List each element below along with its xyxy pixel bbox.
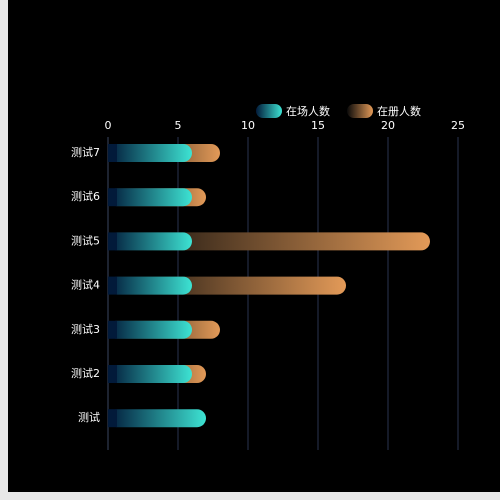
x-tick-label: 15	[311, 119, 325, 132]
legend-swatch-1[interactable]	[256, 104, 282, 118]
bar-left-cap	[108, 144, 117, 162]
legend-label-2[interactable]: 在册人数	[377, 105, 421, 118]
bar-left-cap	[108, 365, 117, 383]
x-tick-label: 25	[451, 119, 465, 132]
category-label-3: 测试3	[71, 323, 100, 336]
bar-left-cap	[108, 232, 117, 251]
bar-present-7[interactable]	[108, 144, 192, 162]
bar-left-cap	[108, 276, 117, 295]
x-tick-label: 0	[105, 119, 112, 132]
category-labels: 测试 测试2 测试3 测试4 测试5 测试6 测试7	[71, 146, 100, 424]
category-label-6: 测试6	[71, 190, 100, 203]
category-label-4: 测试4	[71, 279, 100, 292]
bar-present-3[interactable]	[108, 320, 192, 339]
category-label-2: 测试2	[71, 367, 100, 380]
bar-present-5[interactable]	[108, 232, 192, 251]
bar-present-4[interactable]	[108, 276, 192, 295]
bar-left-cap	[108, 188, 117, 207]
x-axis-ticks: 0 5 10 15 20 25	[105, 119, 466, 132]
category-label-5: 测试5	[71, 234, 100, 247]
category-label-7: 测试7	[71, 146, 100, 159]
bar-left-cap	[108, 320, 117, 339]
bar-present-2[interactable]	[108, 365, 192, 383]
bars	[108, 144, 430, 428]
x-tick-label: 20	[381, 119, 395, 132]
legend: 在场人数 在册人数	[256, 104, 421, 118]
legend-label-1[interactable]: 在场人数	[286, 104, 330, 118]
x-tick-label: 10	[241, 119, 255, 132]
bar-chart: 在场人数 在册人数 0 5 10 15 20 25 测试 测试2 测试3 测试4 测试5 测试6 测试7	[71, 104, 466, 450]
category-label-1: 测试	[78, 411, 100, 424]
chart-stage: 在场人数 在册人数 0 5 10 15 20 25 测试 测试2 测试3 测试4 测试5 测试6 测试7	[8, 0, 500, 492]
bar-present-6[interactable]	[108, 188, 192, 207]
bar-left-cap	[108, 409, 117, 428]
x-tick-label: 5	[175, 119, 182, 132]
legend-swatch-2[interactable]	[347, 104, 373, 118]
bar-present-1[interactable]	[108, 409, 206, 428]
